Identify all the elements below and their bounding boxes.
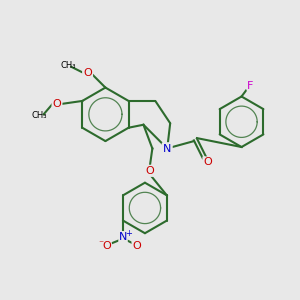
Text: O: O: [52, 99, 62, 109]
Text: N: N: [119, 232, 127, 242]
Text: O: O: [102, 241, 111, 251]
Text: +: +: [126, 230, 132, 238]
Text: O: O: [203, 157, 212, 167]
Text: N: N: [163, 143, 171, 154]
Text: O: O: [145, 166, 154, 176]
Text: O: O: [83, 68, 92, 78]
Text: F: F: [247, 81, 254, 91]
Text: CH₃: CH₃: [61, 61, 76, 70]
Text: O: O: [132, 241, 141, 251]
Text: CH₃: CH₃: [32, 111, 47, 120]
Text: ⁻: ⁻: [98, 239, 103, 249]
